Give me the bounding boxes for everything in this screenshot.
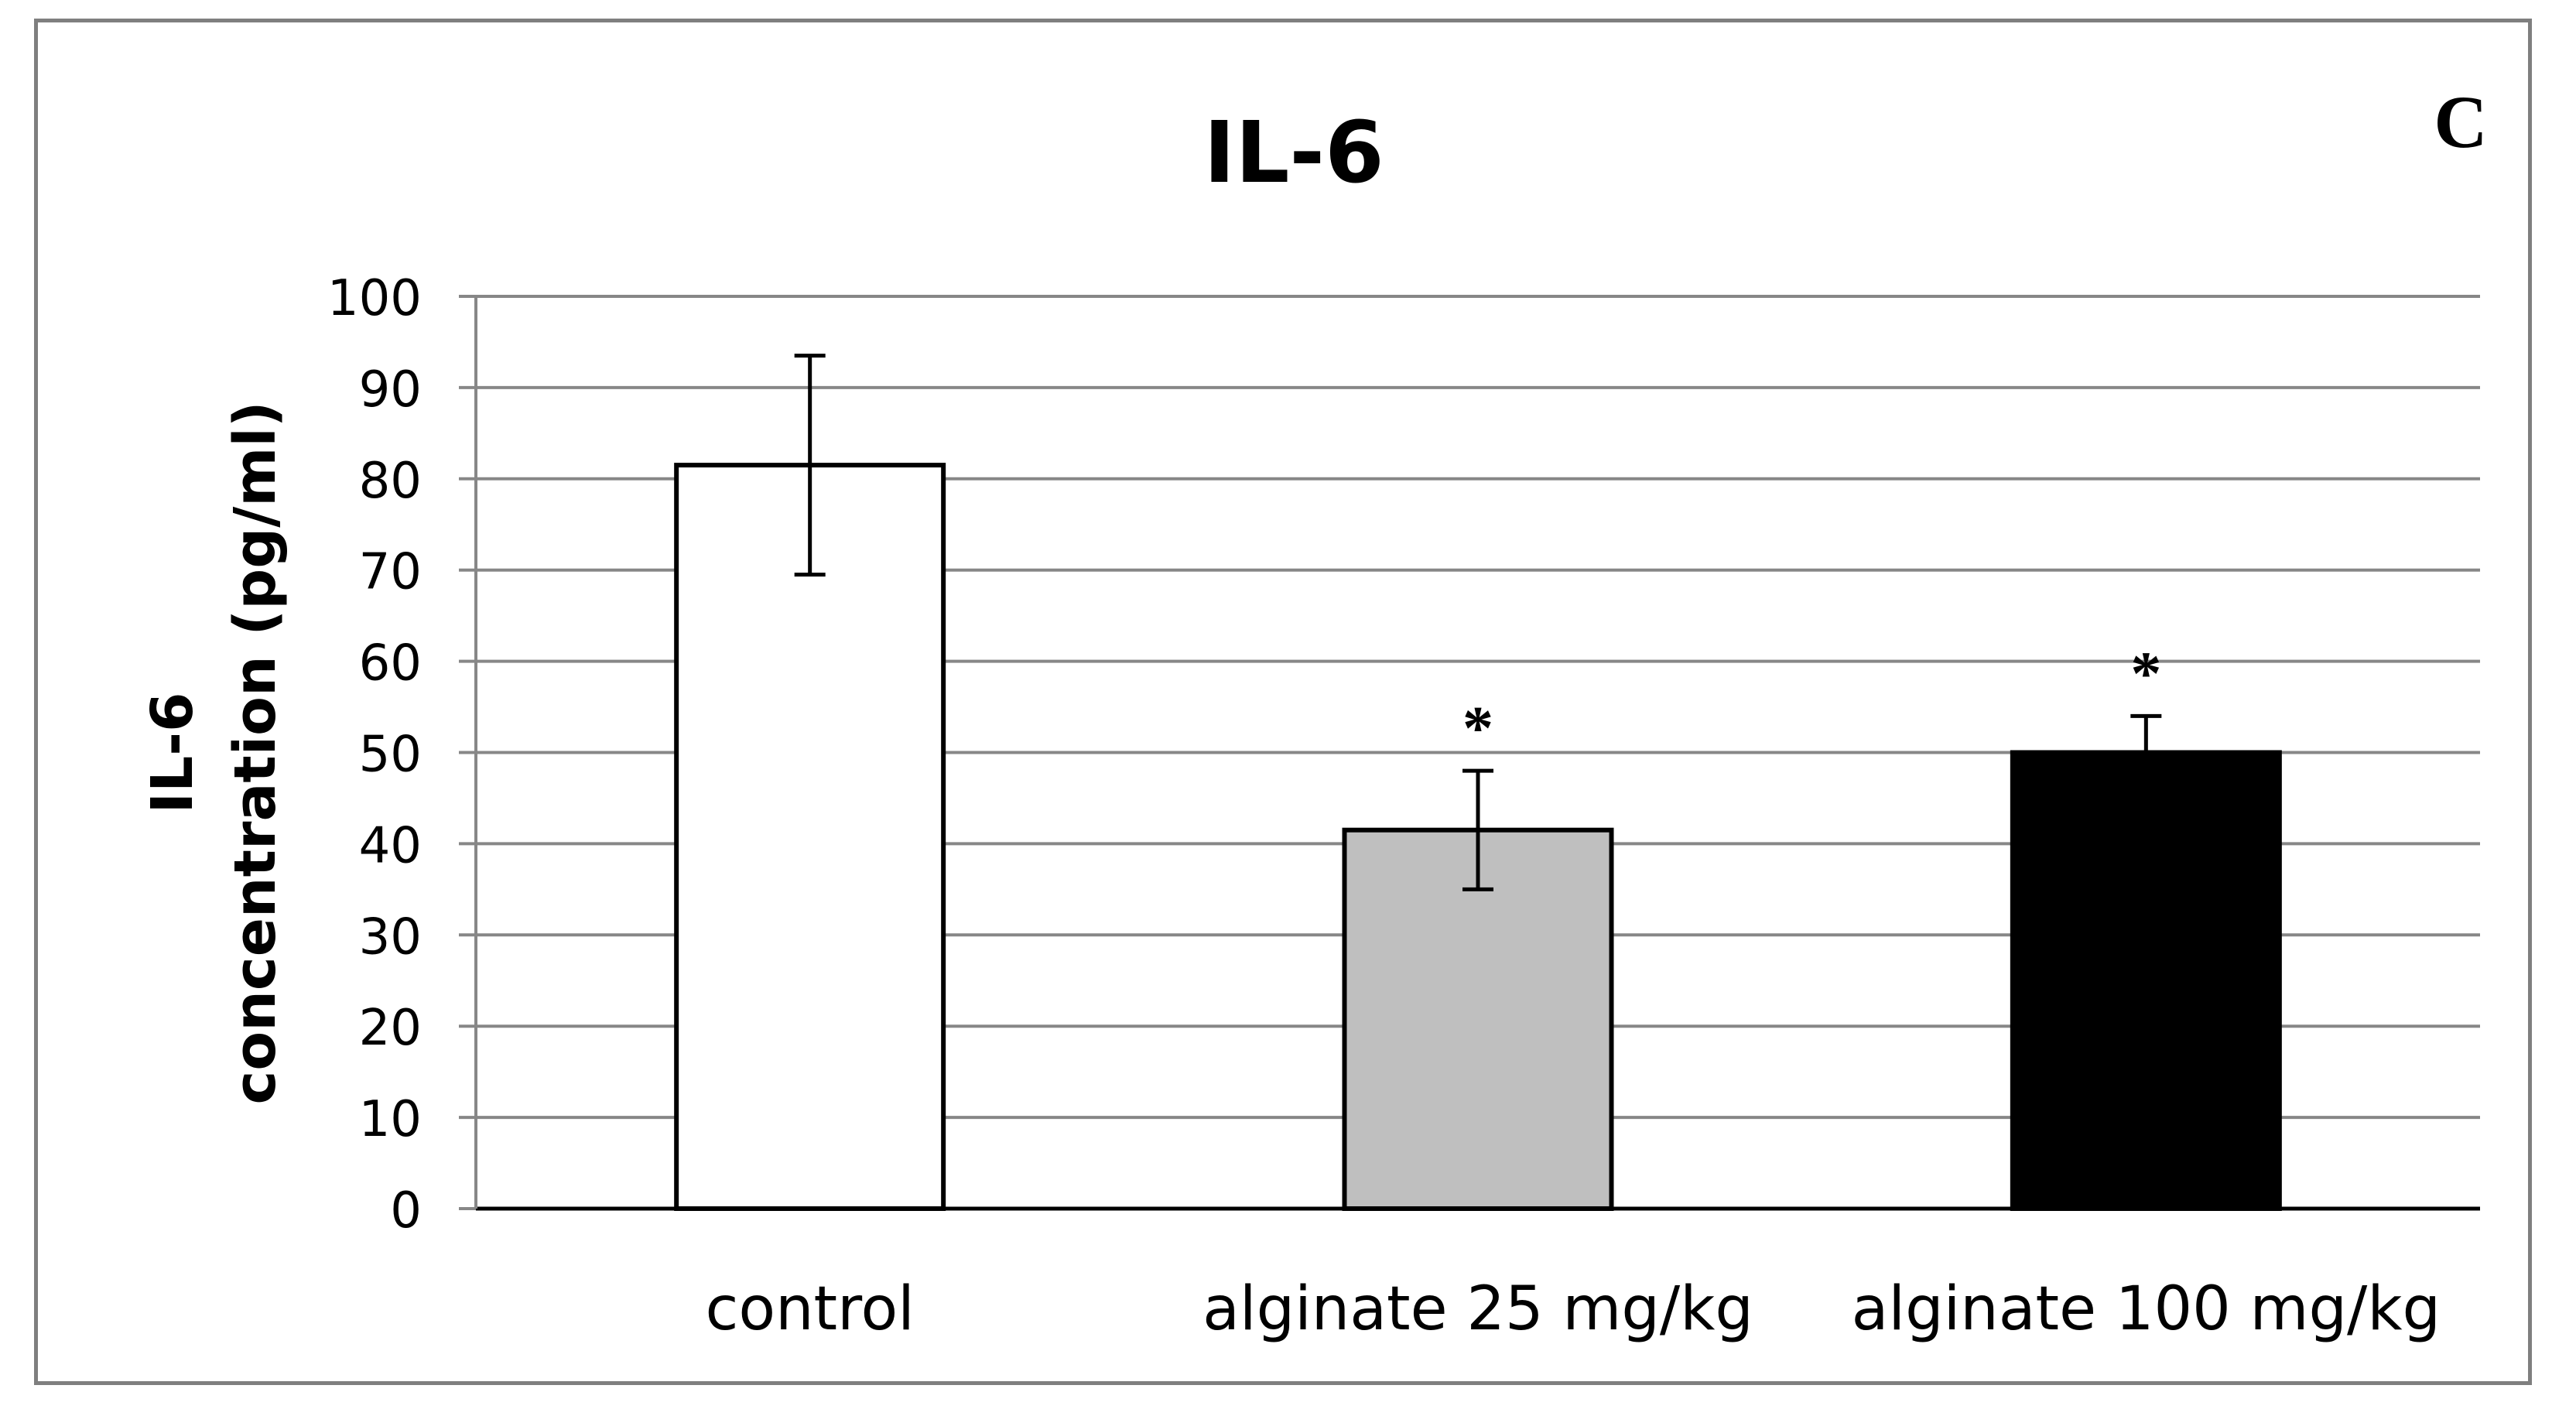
y-tick-label: 30	[359, 908, 422, 966]
x-tick-label: alginate 25 mg/kg	[1202, 1274, 1753, 1344]
y-tick-label: 100	[327, 270, 422, 327]
y-axis-title: IL-6 concentration (pg/ml)	[139, 401, 289, 1104]
chart-title: IL-6	[1203, 103, 1384, 202]
x-tick-labels: control alginate 25 mg/kg alginate 100 mg/…	[705, 1274, 2441, 1344]
x-tick-label: alginate 100 mg/kg	[1852, 1274, 2441, 1344]
y-tick-label: 50	[359, 727, 422, 784]
error-bars	[794, 354, 2162, 891]
y-axis-title-line: concentration (pg/ml)	[222, 401, 289, 1104]
y-axis-title-line: IL-6	[139, 693, 206, 814]
y-tick-label: 70	[359, 544, 422, 601]
bar	[1342, 827, 1614, 1211]
y-tick-labels: 0 10 20 30 40 50 60 70 80 90 100	[327, 270, 422, 1240]
bar	[674, 463, 946, 1211]
y-tick-label: 80	[359, 453, 422, 510]
significance-asterisk: *	[1462, 695, 1493, 763]
significance-asterisk: *	[2130, 640, 2161, 708]
x-tick-label: control	[705, 1274, 914, 1344]
bars	[674, 463, 2282, 1211]
y-tick-label: 40	[359, 817, 422, 874]
y-tick-label: 20	[359, 1000, 422, 1057]
panel-label: C	[2434, 80, 2487, 163]
significance-markers: **	[1462, 640, 2161, 763]
y-tick-label: 90	[359, 361, 422, 419]
y-tick-label: 0	[390, 1182, 422, 1240]
bar	[2010, 750, 2282, 1211]
y-tick-label: 60	[359, 635, 422, 693]
y-tick-label: 10	[359, 1091, 422, 1148]
